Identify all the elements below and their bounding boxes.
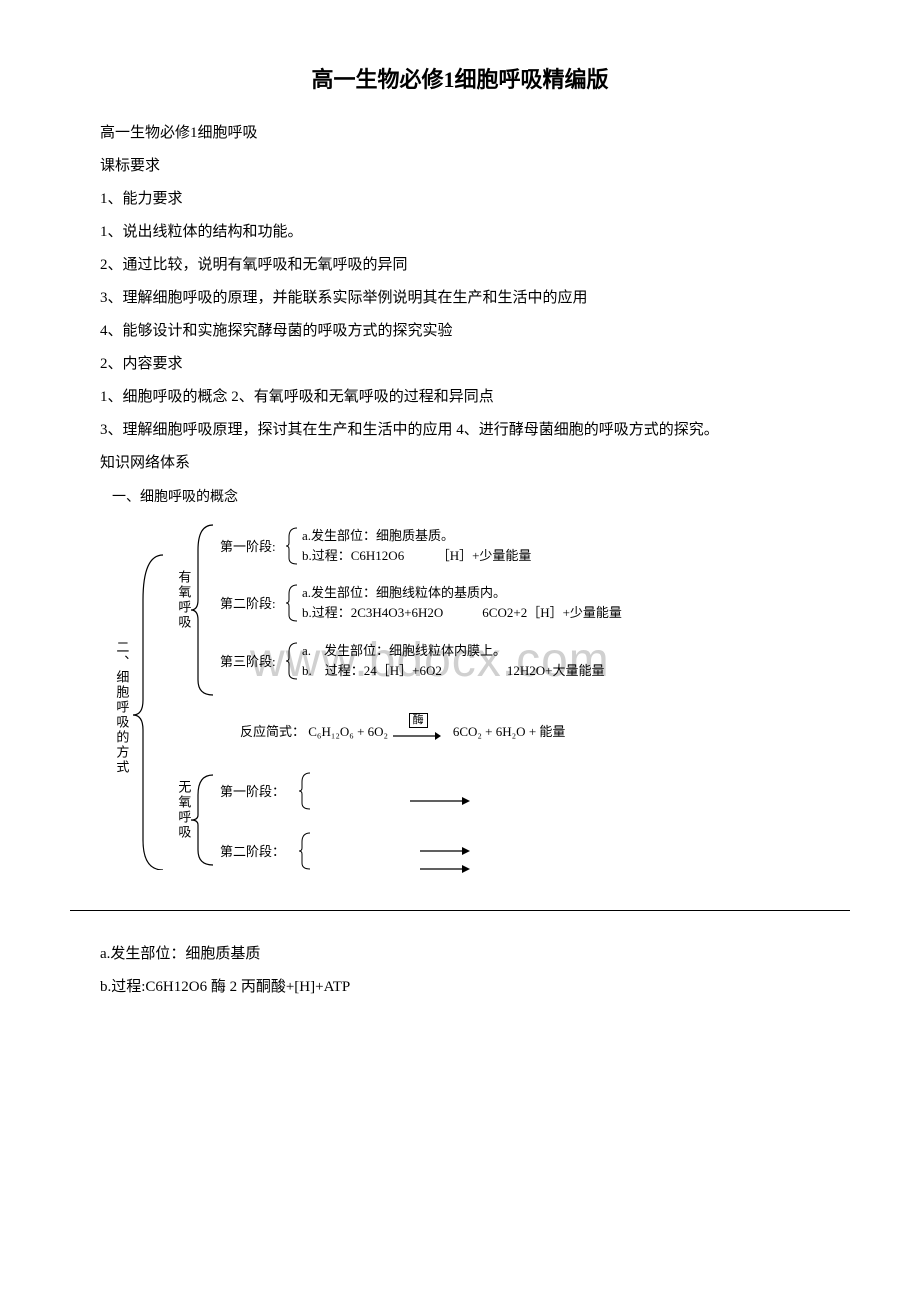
section-network: 知识网络体系 <box>70 450 850 477</box>
bracket-stage2 <box>285 582 300 624</box>
stage1-label: 第一阶段: <box>220 535 276 558</box>
arrow-an2a <box>420 845 470 857</box>
reaction-equation: 反应简式： C₆H₁₂O₆ + 6O₂ 酶 6CO₂ + 6H₂O + 能量 <box>240 720 565 743</box>
respiration-diagram: 二、细胞呼吸的方式 有氧呼吸 第一阶段: a.发生部位：细胞质基质。 b.过程：… <box>110 520 850 890</box>
arrow-an2b <box>420 863 470 875</box>
ability-item-1: 1、说出线粒体的结构和功能。 <box>70 219 850 246</box>
divider-line <box>70 910 850 911</box>
content-item-1: 1、细胞呼吸的概念 2、有氧呼吸和无氧呼吸的过程和异同点 <box>70 384 850 411</box>
ability-item-3: 3、理解细胞呼吸的原理，并能联系实际举例说明其在生产和生活中的应用 <box>70 285 850 312</box>
reaction-rhs: 6CO₂ + 6H₂O + 能量 <box>453 724 566 739</box>
section-ability: 1、能力要求 <box>70 186 850 213</box>
stage1-b: b.过程：C6H12O6 ［H］+少量能量 <box>302 544 531 567</box>
reaction-label: 反应简式： <box>240 724 305 739</box>
bracket-main <box>128 550 168 870</box>
footer-line-2: b.过程:C6H12O6 酶 2 丙酮酸+[H]+ATP <box>70 974 850 1001</box>
ability-item-2: 2、通过比较，说明有氧呼吸和无氧呼吸的异同 <box>70 252 850 279</box>
concept-label: 一、细胞呼吸的概念 <box>70 485 850 510</box>
bracket-stage3 <box>285 640 300 682</box>
bracket-aerobic <box>188 520 218 700</box>
anaerobic-stage2-label: 第二阶段： <box>220 840 285 863</box>
section-content: 2、内容要求 <box>70 351 850 378</box>
footer-line-1: a.发生部位：细胞质基质 <box>70 941 850 968</box>
stage3-label: 第三阶段: <box>220 650 276 673</box>
subtitle-text: 高一生物必修1细胞呼吸 <box>70 120 850 147</box>
bracket-an-stage1 <box>298 770 313 812</box>
section-kebiao: 课标要求 <box>70 153 850 180</box>
stage2-b: b.过程：2C3H4O3+6H2O 6CO2+2［H］+少量能量 <box>302 601 622 624</box>
page-title: 高一生物必修1细胞呼吸精编版 <box>70 60 850 100</box>
reaction-lhs: C₆H₁₂O₆ + 6O₂ <box>308 724 388 739</box>
bracket-an-stage2 <box>298 830 313 872</box>
bracket-anaerobic <box>188 770 218 870</box>
enzyme-label: 酶 <box>409 713 428 728</box>
stage3-b: b. 过程：24［H］+6O2 12H2O+大量能量 <box>302 659 604 682</box>
arrow-an1 <box>410 795 470 807</box>
content-item-2: 3、理解细胞呼吸原理，探讨其在生产和生活中的应用 4、进行酵母菌细胞的呼吸方式的… <box>70 417 850 444</box>
ability-item-4: 4、能够设计和实施探究酵母菌的呼吸方式的探究实验 <box>70 318 850 345</box>
anaerobic-stage1-label: 第一阶段： <box>220 780 285 803</box>
bracket-stage1 <box>285 525 300 567</box>
stage2-label: 第二阶段: <box>220 592 276 615</box>
